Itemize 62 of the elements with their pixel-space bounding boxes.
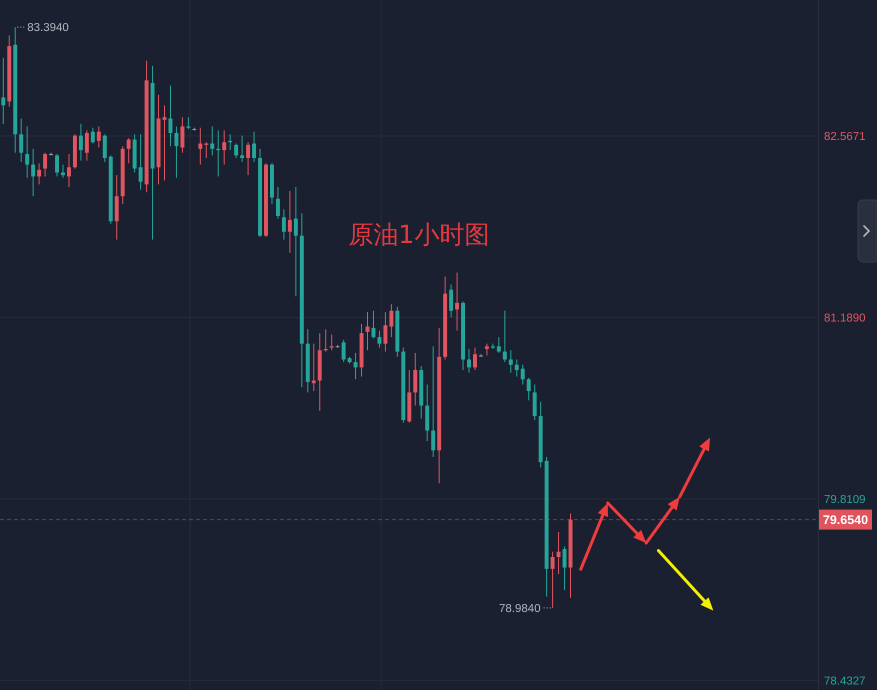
candlestick	[168, 85, 172, 147]
candlestick	[455, 272, 460, 332]
candlestick	[383, 312, 388, 352]
candlestick	[389, 304, 394, 338]
candlestick	[377, 330, 382, 348]
candlestick	[84, 130, 89, 162]
candlestick	[174, 126, 178, 178]
candlestick	[508, 350, 513, 374]
candlestick	[43, 152, 48, 177]
candlestick	[55, 154, 59, 177]
candlestick	[240, 135, 244, 162]
candlestick	[282, 208, 286, 240]
candlestick	[366, 312, 370, 351]
candlestick	[90, 127, 95, 144]
annotation: 78.9840	[499, 602, 541, 615]
candlestick	[246, 142, 250, 176]
candlestick	[354, 352, 358, 380]
candlestick	[502, 310, 507, 363]
y-tick-label: 78.4327	[824, 675, 866, 688]
text: 原油1小时图	[348, 220, 490, 249]
candlestick	[526, 377, 531, 401]
candlestick	[25, 126, 30, 178]
candlestick	[496, 336, 501, 354]
candlestick	[473, 347, 477, 371]
ref-line-label: 79.6540	[822, 513, 868, 528]
candlestick	[222, 130, 226, 166]
y-tick-label: 81.1890	[824, 312, 866, 324]
y-tick-label: 79.8109	[824, 494, 866, 506]
candlestick	[162, 104, 166, 181]
candlestick	[252, 131, 256, 162]
candlestick	[562, 546, 567, 590]
y-tick-label: 82.5671	[824, 131, 866, 144]
candlestick	[31, 148, 36, 197]
candlestick	[556, 531, 561, 575]
candlestick	[204, 142, 208, 159]
candlestick	[210, 126, 214, 156]
candlestick	[102, 134, 107, 162]
candlestick	[532, 384, 537, 421]
candlestick	[431, 346, 436, 458]
candlestick	[126, 138, 131, 164]
candlestick	[449, 284, 454, 318]
annotation: 83.3940	[27, 22, 69, 34]
candlestick	[96, 126, 101, 148]
candlestick	[467, 348, 471, 374]
candlestick	[276, 186, 280, 220]
candlestick	[180, 116, 184, 154]
candlestick	[78, 123, 83, 162]
candlestick	[342, 339, 346, 363]
candlestick	[550, 551, 555, 608]
candlestick	[37, 162, 42, 185]
candlestick	[66, 154, 71, 188]
candlestick	[288, 190, 292, 254]
candlestick	[198, 127, 202, 166]
candlestick	[484, 343, 489, 356]
candlestick	[61, 164, 65, 178]
candlestick	[372, 310, 376, 339]
candlestick	[234, 143, 238, 159]
candlestick	[1, 57, 6, 124]
candlestick	[294, 186, 298, 297]
candlestick	[138, 134, 143, 190]
candlestick	[324, 328, 328, 352]
candlestick	[19, 118, 24, 162]
